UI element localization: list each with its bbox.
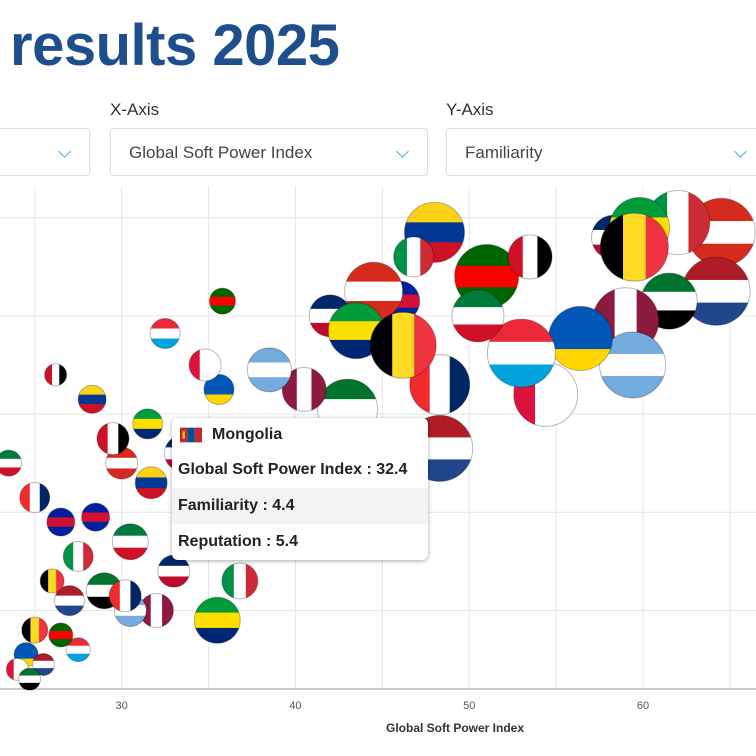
data-point[interactable] xyxy=(599,212,669,282)
tooltip-country: Mongolia xyxy=(212,426,283,443)
data-point[interactable] xyxy=(111,523,149,561)
data-point[interactable] xyxy=(81,502,111,532)
tooltip-header: Mongolia xyxy=(172,418,428,452)
x-axis-title: Global Soft Power Index xyxy=(386,721,525,735)
tooltip-row: Familiarity : 4.4 xyxy=(172,488,428,524)
x-tick-label: 40 xyxy=(289,700,301,712)
data-point[interactable] xyxy=(132,408,164,440)
chevron-down-icon xyxy=(396,145,409,158)
data-point[interactable] xyxy=(203,373,235,405)
y-axis-label: Y-Axis xyxy=(446,100,494,119)
data-point[interactable] xyxy=(96,422,130,456)
filter-select[interactable] xyxy=(0,128,90,176)
data-point[interactable] xyxy=(0,449,23,477)
data-point[interactable] xyxy=(188,348,222,382)
data-point[interactable] xyxy=(44,363,68,387)
x-tick-label: 30 xyxy=(116,700,128,712)
data-point[interactable] xyxy=(39,568,65,594)
data-point[interactable] xyxy=(48,622,74,648)
data-point[interactable] xyxy=(486,318,556,388)
data-point[interactable] xyxy=(19,482,51,514)
data-point[interactable] xyxy=(547,305,613,371)
data-point[interactable] xyxy=(393,236,435,278)
x-axis-label: X-Axis xyxy=(110,100,160,119)
data-point[interactable] xyxy=(108,579,142,613)
data-point[interactable] xyxy=(221,562,259,600)
page-title: results 2025 xyxy=(10,13,340,78)
data-point[interactable] xyxy=(21,616,49,644)
data-point[interactable] xyxy=(681,256,751,326)
data-point[interactable] xyxy=(54,585,86,617)
data-point[interactable] xyxy=(134,466,168,500)
data-point[interactable] xyxy=(327,302,385,360)
x-tick-label: 50 xyxy=(463,700,475,712)
data-point[interactable] xyxy=(18,667,42,691)
data-point[interactable] xyxy=(369,311,437,379)
data-point[interactable] xyxy=(77,384,107,414)
y-axis-selected-value: Familiarity xyxy=(465,143,543,162)
x-axis-selected-value: Global Soft Power Index xyxy=(129,143,313,162)
data-point[interactable] xyxy=(149,318,181,350)
mongolia-flag-icon xyxy=(180,427,202,443)
data-point[interactable] xyxy=(157,554,191,588)
x-tick-label: 60 xyxy=(637,700,649,712)
chevron-down-icon xyxy=(58,145,71,158)
x-ticks: 30 40 50 60 xyxy=(116,700,650,712)
data-point[interactable] xyxy=(208,287,236,315)
data-point[interactable] xyxy=(507,234,553,280)
data-points xyxy=(0,190,756,691)
data-point[interactable] xyxy=(46,507,76,537)
data-point[interactable] xyxy=(193,596,241,644)
scatter-plot: 30 40 50 60 xyxy=(0,186,756,712)
chevron-down-icon xyxy=(734,145,747,158)
tooltip-row: Reputation : 5.4 xyxy=(178,533,299,550)
data-point[interactable] xyxy=(62,540,94,572)
data-point[interactable] xyxy=(599,331,667,399)
x-axis-select[interactable]: Global Soft Power Index xyxy=(110,128,428,176)
tooltip-row: Global Soft Power Index : 32.4 xyxy=(178,461,408,478)
tooltip: Mongolia Global Soft Power Index : 32.4 … xyxy=(172,418,428,560)
y-axis-select[interactable]: Familiarity xyxy=(446,128,756,176)
data-point[interactable] xyxy=(31,652,55,676)
data-point[interactable] xyxy=(451,289,505,343)
data-point[interactable] xyxy=(65,637,91,663)
data-point[interactable] xyxy=(246,347,292,393)
